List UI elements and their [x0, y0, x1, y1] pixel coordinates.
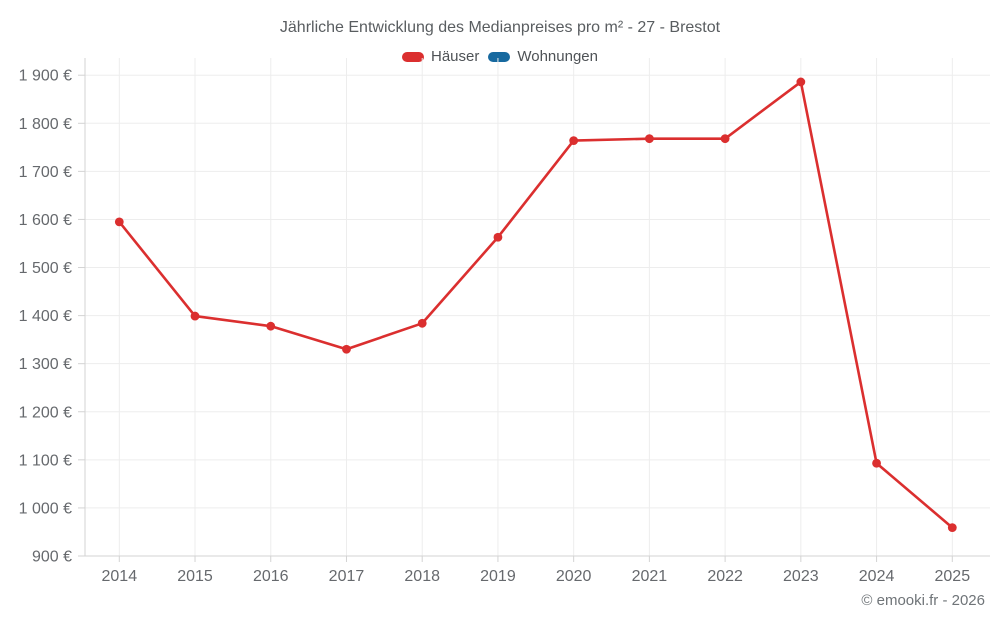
x-axis-label: 2023	[783, 568, 819, 585]
y-axis-label: 1 800 €	[19, 116, 72, 133]
chart-legend: Häuser Wohnungen	[0, 48, 1000, 65]
x-axis-label: 2014	[102, 568, 138, 585]
data-point-häuser-2017[interactable]	[342, 344, 351, 354]
chart-title: Jährliche Entwicklung des Medianpreises …	[279, 19, 721, 36]
data-point-häuser-2019[interactable]	[493, 232, 503, 242]
x-axis-label: 2017	[329, 568, 365, 585]
data-point-häuser-2025[interactable]	[947, 523, 957, 533]
legend-label-haeuser: Häuser	[431, 48, 480, 65]
y-axis-label: 1 000 €	[19, 500, 72, 517]
x-axis-label: 2015	[177, 568, 213, 585]
legend-swatch-haeuser-icon	[402, 51, 424, 62]
x-axis-label: 2024	[859, 568, 895, 585]
legend-item-haeuser[interactable]: Häuser	[402, 48, 479, 65]
y-axis-label: 900 €	[32, 549, 72, 566]
legend-swatch-wohnungen-icon	[488, 51, 511, 62]
legend-item-wohnungen[interactable]: Wohnungen	[488, 48, 598, 65]
footer-credit: © emooki.fr - 2026	[861, 592, 985, 609]
data-point-häuser-2021[interactable]	[644, 134, 654, 144]
legend-label-wohnungen: Wohnungen	[517, 48, 598, 65]
x-axis-label: 2025	[935, 568, 971, 585]
x-axis-label: 2022	[707, 568, 743, 585]
data-point-häuser-2014[interactable]	[114, 217, 124, 227]
x-axis-label: 2020	[556, 568, 592, 585]
x-axis-label: 2019	[480, 568, 516, 585]
data-point-häuser-2024[interactable]	[872, 458, 881, 468]
x-axis-label: 2021	[632, 568, 668, 585]
y-axis-label: 1 200 €	[19, 404, 72, 421]
y-axis-label: 1 900 €	[19, 68, 72, 85]
x-axis-label: 2018	[404, 568, 440, 585]
data-point-häuser-2018[interactable]	[417, 318, 427, 328]
data-point-häuser-2023[interactable]	[796, 77, 806, 87]
y-axis-label: 1 400 €	[19, 308, 72, 325]
y-axis-label: 1 600 €	[19, 212, 72, 229]
data-point-häuser-2020[interactable]	[569, 136, 579, 145]
y-axis-label: 1 500 €	[19, 260, 72, 277]
y-axis-label: 1 100 €	[19, 452, 72, 469]
data-point-häuser-2015[interactable]	[190, 311, 200, 321]
data-point-häuser-2022[interactable]	[720, 134, 730, 144]
x-axis-label: 2016	[253, 568, 289, 585]
y-axis-label: 1 300 €	[19, 356, 72, 373]
series-line-häuser	[118, 80, 954, 529]
y-axis-label: 1 700 €	[19, 164, 72, 181]
data-point-häuser-2016[interactable]	[266, 321, 276, 331]
